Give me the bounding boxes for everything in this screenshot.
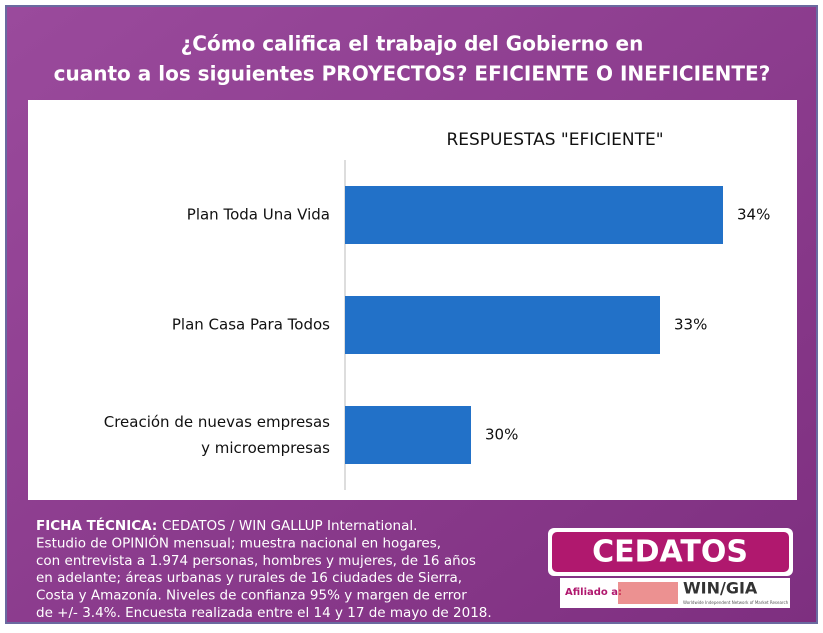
footnote-line: de +/- 3.4%. Encuesta realizada entre el…: [36, 605, 492, 621]
category-label: Creación de nuevas empresas y microempres…: [104, 413, 330, 457]
value-label: 30%: [485, 426, 518, 444]
logo-partner: WIN/GIA: [683, 579, 758, 598]
logo-fill: [552, 532, 789, 572]
value-label: 34%: [737, 206, 770, 224]
logo: CEDATOS Afiliado a: WIN/GIA Worldwide In…: [548, 528, 793, 608]
footnote-line: Costa y Amazonía. Niveles de confianza 9…: [36, 588, 467, 604]
footnote: CEDATOS / WIN GALLUP International.Estud…: [36, 518, 492, 621]
footnote-line: CEDATOS / WIN GALLUP International.: [162, 518, 417, 534]
chart-title: RESPUESTAS "EFICIENTE": [446, 130, 663, 150]
footnote-line: en adelante; áreas urbanas y rurales de …: [36, 570, 462, 586]
title-line: ¿Cómo califica el trabajo del Gobierno e…: [181, 32, 644, 56]
bar: [345, 406, 471, 464]
logo-name: CEDATOS: [592, 535, 748, 570]
bar: [345, 186, 723, 244]
world-map: [618, 582, 678, 604]
footnote-line: Estudio de OPINIÓN mensual; muestra naci…: [36, 533, 441, 551]
bar: [345, 296, 660, 354]
footnote-label: FICHA TÉCNICA:: [36, 517, 157, 534]
category-label: Plan Toda Una Vida: [187, 206, 330, 224]
logo-affiliated: Afiliado a:: [565, 587, 622, 598]
category-label: Plan Casa Para Todos: [172, 316, 330, 334]
footnote-line: con entrevista a 1.974 personas, hombres…: [36, 553, 476, 569]
title-line: cuanto a los siguientes PROYECTOS? EFICI…: [54, 62, 771, 86]
value-label: 33%: [674, 316, 707, 334]
logo-partner-note: Worldwide Independent Network of Market …: [683, 600, 789, 605]
